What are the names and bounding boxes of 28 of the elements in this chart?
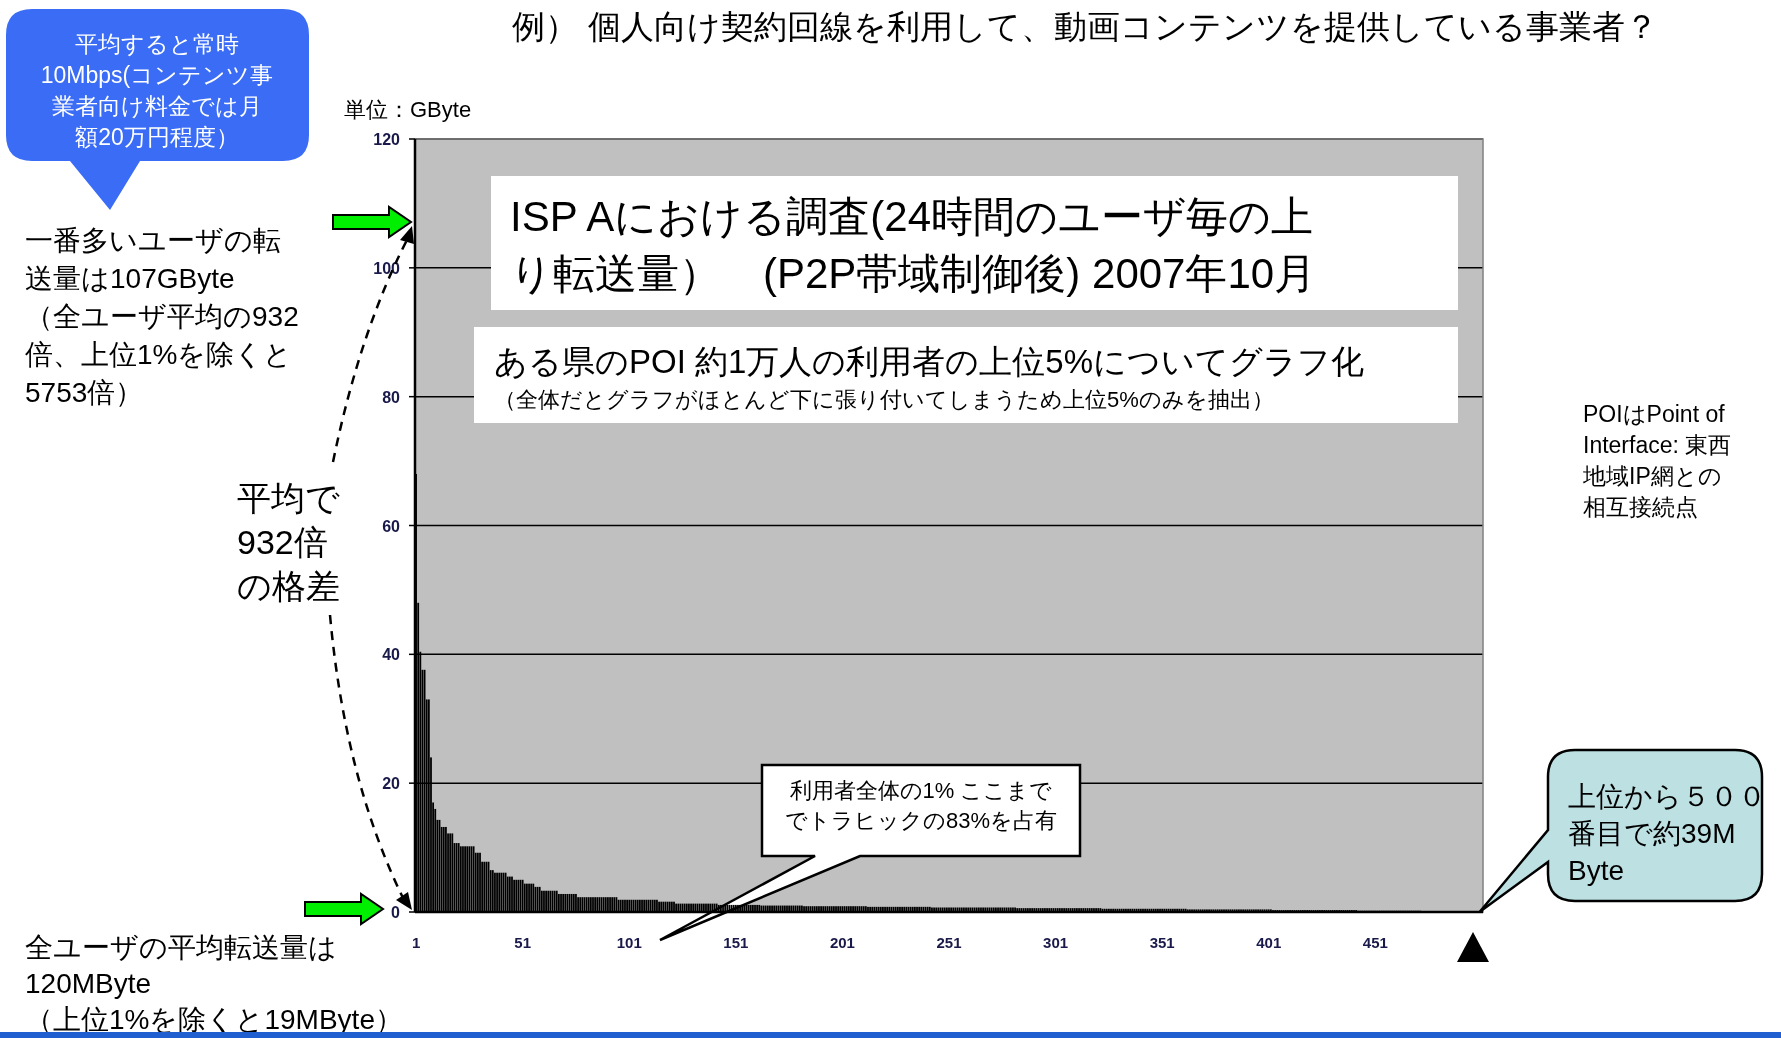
chart-title: 例） 個人向け契約回線を利用して、動画コンテンツを提供している事業者？ xyxy=(512,8,1658,45)
x-tick-label: 51 xyxy=(514,934,531,951)
annotation: （全体だとグラフがほとんど下に張り付いてしまうため上位5%のみを抽出） xyxy=(494,387,1274,412)
y-tick-label: 40 xyxy=(382,646,401,664)
x-tick-label: 151 xyxy=(723,934,749,951)
x-tick-label: 1 xyxy=(411,934,421,951)
x-tick-label: 301 xyxy=(1043,934,1069,951)
y-tick-label: 80 xyxy=(382,388,401,406)
x-tick-label: 351 xyxy=(1149,934,1175,951)
text: POIはPoint of Interface: 東西地域IP網との相互接続点 xyxy=(1582,401,1732,520)
x-tick-label: 251 xyxy=(936,934,962,951)
x-tick-label: 451 xyxy=(1362,934,1388,951)
x-tick-label: 401 xyxy=(1256,934,1282,951)
y-tick-label: 0 xyxy=(391,904,401,921)
annotation: ある県のPOI 約1万人の利用者の上位5%についてグラフ化 xyxy=(494,343,1365,380)
text: 上位から５００番目で約39MByte xyxy=(1568,781,1766,886)
text: 平均で932倍の格差 xyxy=(237,479,340,605)
text: 一番多いユーザの転送量は107GByte（全ユーザ平均の932倍、上位1%を除くと5753倍） xyxy=(25,225,299,408)
text: ISP Aにおける調査(24時間のユーザ毎の上り転送量） (P2P帯域制御後) 2007年10月 xyxy=(510,193,1317,297)
x-tick-label: 101 xyxy=(616,934,642,951)
y-axis-title: 単位：GByte xyxy=(344,97,472,122)
y-tick-label: 100 xyxy=(373,259,401,277)
y-tick-label: 20 xyxy=(382,775,401,793)
x-tick-label: 201 xyxy=(829,934,855,951)
y-tick-label: 60 xyxy=(382,517,401,535)
y-tick-label: 120 xyxy=(373,131,401,148)
annotation: 利用者全体の1% ここまででトラヒックの83%を占有 xyxy=(784,778,1058,833)
text: 平均すると常時10Mbps(コンテンツ事業者向け料金では月額20万円程度） xyxy=(40,31,274,150)
